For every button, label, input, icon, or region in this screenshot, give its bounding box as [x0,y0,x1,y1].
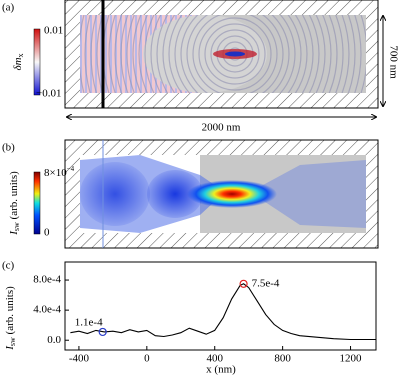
intensity-map [80,155,366,233]
panel-tag: (a) [2,2,15,14]
wavefront [168,15,302,93]
x-tick-label: -400 [69,353,90,365]
wavefront [126,15,344,93]
panel-c: (c) Isw (arb. units) x (nm) -400 0 400 800 1… [2,260,377,376]
colorbar-max: 8×10−4 [44,165,75,179]
wavefront [180,15,290,93]
y-tick-label: 4.0e-4 [33,304,61,316]
wavefront [156,15,314,93]
wavefront [84,15,91,93]
colorbar-min: −0.01 [36,88,61,100]
wavefront [90,15,98,93]
marker-label: 1.1e-4 [75,316,103,328]
colorbar-label: δmx [12,53,25,70]
panel-tag: (b) [2,142,15,154]
panel-b: (b) 8×10−4 0 Isw (arb. units) [2,139,379,249]
wavefront [174,15,296,93]
colorbar-label: Isw (arb. units) [8,171,21,236]
marker [239,279,248,288]
panel-tag: (c) [2,260,15,272]
x-tick-label: 400 [206,353,223,365]
wavefront [132,15,338,93]
marker-label: 7.5e-4 [252,277,280,289]
wavefront [96,15,104,93]
wavefront [120,15,350,93]
width-label: 2000 nm [202,122,241,134]
y-tick-label: 8.0e-4 [33,274,61,286]
wavefront [114,15,356,93]
y-axis-label: Isw (arb. units) [4,286,17,351]
wavefront [186,15,284,93]
colorbar-min: 0 [44,227,50,239]
wavefront [192,15,278,93]
wavefront [144,15,326,93]
wavefront [108,15,362,93]
x-tick-label: 0 [144,353,150,365]
wave-pattern [80,15,366,93]
wavefront [138,15,332,93]
wavefront [150,15,320,93]
colorbar [33,171,41,235]
x-axis-label: x (nm) [206,364,236,376]
wavefront [162,15,308,93]
x-tick-label: 1200 [340,353,363,365]
colorbar-max: 0.01 [44,25,63,37]
height-label: 700 nm [387,45,399,79]
x-tick-label: 800 [274,353,291,365]
panel-a: (a) 0.01 −0.01 δmx 700 nm 2000 nm [2,0,399,134]
marker [98,327,107,337]
wavefront [198,17,272,91]
data-line [70,283,376,341]
y-tick-label: 0.0 [47,334,61,346]
plot-frame [64,261,377,351]
colorbar [33,28,41,96]
wavefront [210,29,260,79]
wavefront [204,23,266,85]
